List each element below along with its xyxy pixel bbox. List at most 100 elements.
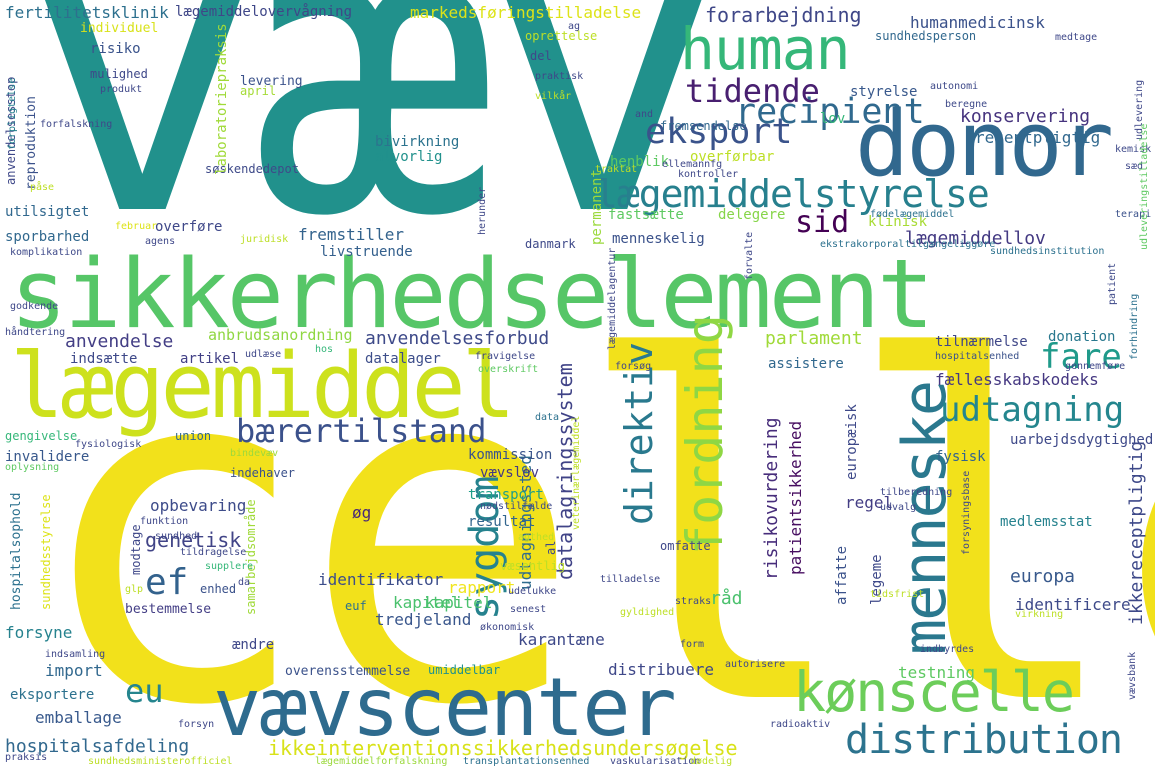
cloud-word: fællesskabskodeks [935,370,1099,389]
cloud-word: samarbejdsområde [244,499,258,615]
cloud-word: bærertilstand [236,412,487,450]
cloud-word: produkt [100,84,143,95]
cloud-word: vævslov [480,465,540,481]
cloud-word: patient [1107,262,1118,305]
cloud-word: datalager [365,351,441,367]
cloud-word: gengivelse [5,429,78,443]
cloud-word: omfatte [660,539,711,553]
cloud-word: terapi [1115,209,1152,220]
cloud-word: patientsikkerhed [786,420,805,575]
cloud-word: permanent [589,169,605,245]
cloud-word: genetisk [145,528,242,552]
cloud-word: parlament [765,328,863,349]
cloud-word: hospitalsophold [9,492,24,610]
cloud-word: kontroller [678,169,739,180]
cloud-word: rapport [448,578,516,597]
cloud-word: bindevæv [230,448,279,459]
cloud-word: mulighed [90,67,148,81]
cloud-word: eu [125,672,164,710]
cloud-word: bestemmelse [125,602,212,617]
cloud-word: vævsbank [1127,651,1138,700]
cloud-word: risiko [90,41,141,57]
cloud-word: anvendelsesforbud [365,328,550,349]
cloud-word: identificere [1015,595,1131,614]
cloud-word: april [240,84,277,98]
cloud-word: lægemiddelforfalskning [315,756,448,767]
cloud-word: import [45,661,103,680]
cloud-word: fertilitetsklinik [5,3,169,22]
cloud-word: alvorlig [375,149,443,165]
cloud-word: medtage [1055,32,1098,43]
cloud-word: vaskularisation [610,756,701,767]
cloud-word: anbrudsanordning [208,326,353,344]
cloud-word: overskrift [478,364,539,375]
cloud-word: sundhedsperson [875,29,977,43]
cloud-word: tilgængeliggøre [905,239,996,250]
cloud-word: fastsætte [608,207,684,223]
cloud-word: sid [795,205,850,240]
cloud-word: danmark [525,237,576,251]
cloud-word: modtage [129,524,143,575]
cloud-word: autorisere [725,659,786,670]
cloud-word: februar [115,221,158,232]
cloud-word: eksportere [10,687,95,703]
cloud-word: europa [1010,566,1076,587]
cloud-word: udelukke [508,586,557,597]
cloud-word: virkning [1015,609,1064,620]
cloud-word: assistere [768,356,844,372]
cloud-word: radioaktiv [770,719,831,730]
cloud-word: fare [1040,337,1122,377]
cloud-word: livstruende [320,244,413,260]
cloud-word: fremsendelse [660,119,747,133]
cloud-word: søskendedepot [205,162,299,176]
cloud-word: forsyningsbase [961,470,972,555]
cloud-word: økonomisk [480,622,535,633]
cloud-word: sikkerhedselement [10,240,934,350]
cloud-word: transport [468,487,544,503]
cloud-word: receptpligtig [975,128,1101,147]
cloud-word: forarbejdning [705,3,862,27]
cloud-word: tilnærmelse [935,334,1028,350]
cloud-word: kapitel [393,593,461,612]
cloud-word: agthed [518,532,555,543]
cloud-word: ellemannfg [662,159,723,170]
cloud-word: lægemiddelstyrelse [595,172,990,216]
cloud-word: tilberedning [880,487,953,498]
cloud-word: kemisk [1115,144,1152,155]
cloud-word: da [238,577,251,588]
cloud-word: forsøg [615,361,652,372]
cloud-word: hospitalsafdeling [5,736,190,757]
cloud-word: forhindring [1129,293,1140,360]
cloud-word: eksport [645,112,793,152]
cloud-word: dødelig [690,756,733,767]
cloud-word: ændre [232,637,275,653]
cloud-word: laboratoriepraksis [214,23,230,175]
cloud-word: sundhedsstyrelse [39,494,53,610]
cloud-word: distribution [845,717,1123,763]
cloud-word: agens [145,236,176,247]
cloud-word: oprettelse [525,29,598,43]
cloud-word: identifikator [318,570,444,589]
cloud-word: union [175,429,212,443]
cloud-word: tidsfrist [870,589,925,600]
cloud-word: donor [855,92,1114,197]
cloud-word: lægemiddelagentur [607,247,618,350]
cloud-word: hospitalsenhed [935,351,1020,362]
cloud-word: overensstemmelse [285,664,411,679]
cloud-word: fødelægemiddel [870,209,955,220]
cloud-word: udlæse [245,349,282,360]
cloud-word: artikel [180,351,240,367]
cloud-word: tilladelse [600,574,661,585]
cloud-word: overførbar [690,149,775,165]
cloud-word: overføre [155,219,223,235]
cloud-word: fordning [676,314,734,555]
cloud-word: juridisk [240,234,289,245]
cloud-word: autonomi [930,81,979,92]
cloud-word: udvalg [880,502,917,513]
cloud-word: forpligtelse [7,77,18,150]
cloud-word: kommission [468,447,553,463]
cloud-word: enhed [200,582,237,596]
cloud-word: anvendelse [65,331,174,352]
cloud-word: sporbarhed [5,229,90,245]
cloud-word: humanmedicinsk [910,13,1045,32]
